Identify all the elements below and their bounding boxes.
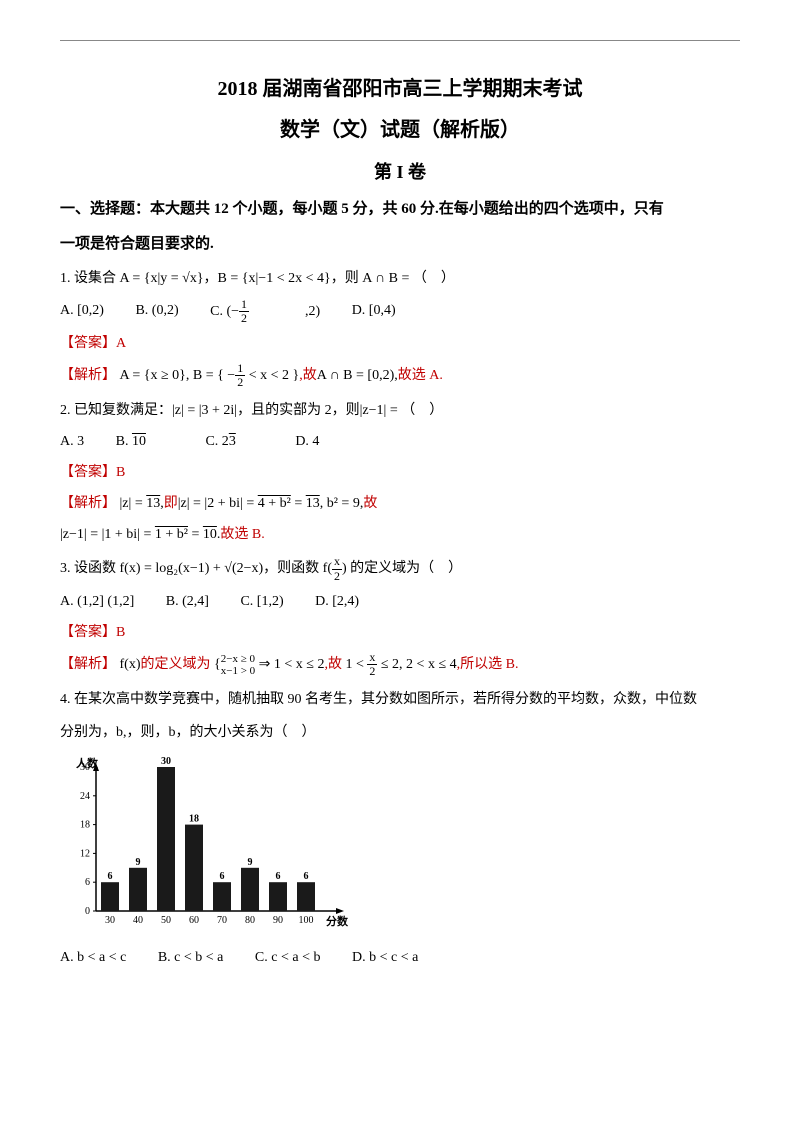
q2-opt-b: B. 10 [116, 429, 174, 454]
q3-a3: 1 < x2 ≤ 2, 2 < x ≤ 4 [345, 657, 456, 672]
q3-r2: ,故 [324, 657, 342, 672]
q2-r3: 故选 B. [220, 527, 264, 542]
section-header: 第 I 卷 [60, 156, 740, 188]
q3-opt-b: B. (2,4] [166, 589, 209, 614]
q3-stem-pre: 3. 设函数 f(x) = log₂(x−1) + √(2−x)，则函数 f( [60, 561, 332, 576]
svg-text:6: 6 [85, 877, 90, 888]
q1-analysis-text-1: A = {x ≥ 0}, B = { −12 < x < 2 } [120, 368, 300, 383]
analysis-label: 【解析】 [60, 657, 116, 672]
svg-text:80: 80 [245, 915, 255, 926]
title-line-1: 2018 届湖南省邵阳市高三上学期期末考试 [60, 71, 740, 107]
svg-text:分数: 分数 [326, 914, 349, 928]
q4-opt-a: A. b < a < c [60, 945, 126, 970]
q2-a3: |z−1| = |1 + bi| = 1 + b² = 10. [60, 527, 220, 542]
q3-stem: 3. 设函数 f(x) = log₂(x−1) + √(2−x)，则函数 f(x… [60, 555, 740, 582]
q2-r2: 故 [363, 496, 377, 511]
q1-opt-d: D. [0,4) [352, 298, 396, 323]
q4-stem-l1: 4. 在某次高中数学竞赛中，随机抽取 90 名考生，其分数如图所示，若所得分数的… [60, 687, 740, 712]
q1-opt-c: C. (−12,2) [210, 298, 320, 325]
q4-opt-b: B. c < b < a [158, 945, 224, 970]
q2-opt-d: D. 4 [295, 429, 319, 454]
q1-stem: 1. 设集合 A = {x|y = √x}，B = {x|−1 < 2x < 4… [60, 266, 740, 291]
q3-opt-c: C. [1,2) [240, 589, 283, 614]
svg-text:6: 6 [304, 871, 309, 882]
q3-r3: ,所以选 B. [457, 657, 519, 672]
analysis-label: 【解析】 [60, 368, 116, 383]
header-rule [60, 40, 740, 41]
q2-stem: 2. 已知复数满足：|z| = |3 + 2i|，且的实部为 2，则|z−1| … [60, 398, 740, 423]
q2-options: A. 3 B. 10 C. 23 D. 4 [60, 429, 740, 454]
instruction-line-2: 一项是符合题目要求的. [60, 231, 740, 258]
title-line-2: 数学（文）试题（解析版） [60, 112, 740, 148]
q4-options: A. b < a < c B. c < b < a C. c < a < b D… [60, 945, 740, 970]
q1-answer: 【答案】A [60, 331, 740, 356]
q1-analysis-text-2: A ∩ B = [0,2), [317, 368, 398, 383]
svg-text:0: 0 [85, 906, 90, 917]
q2-answer: 【答案】B [60, 460, 740, 485]
svg-text:50: 50 [161, 915, 171, 926]
q1-red-1: ,故 [299, 368, 317, 383]
q1-opt-a: A. [0,2) [60, 298, 104, 323]
q3-answer: 【答案】B [60, 620, 740, 645]
q3-a2: ⇒ 1 < x ≤ 2 [259, 657, 325, 672]
svg-text:9: 9 [248, 857, 253, 868]
svg-text:9: 9 [136, 857, 141, 868]
q3-opt-a: A. (1,2] (1,2] [60, 589, 134, 614]
svg-text:18: 18 [80, 820, 90, 831]
svg-text:30: 30 [105, 915, 115, 926]
svg-text:18: 18 [189, 814, 199, 825]
svg-text:40: 40 [133, 915, 143, 926]
q3-r1: 的定义域为 [141, 657, 211, 672]
q3-stem-post: ) 的定义域为（ ） [342, 561, 462, 576]
q2-a1: |z| = 13, [120, 496, 164, 511]
q3-opt-d: D. [2,4) [315, 589, 359, 614]
q1-opt-b: B. (0,2) [135, 298, 178, 323]
analysis-label: 【解析】 [60, 496, 116, 511]
q2-analysis-l2: |z−1| = |1 + bi| = 1 + b² = 10.故选 B. [60, 522, 740, 547]
q3-analysis: 【解析】 f(x)的定义域为 {2−x ≥ 0x−1 > 0 ⇒ 1 < x ≤… [60, 651, 740, 678]
svg-text:60: 60 [189, 915, 199, 926]
svg-text:人数: 人数 [76, 756, 99, 770]
q2-opt-c: C. 23 [205, 429, 263, 454]
q4-stem-l2: 分别为，b,，则，b，的大小关系为（ ） [60, 720, 740, 745]
q1-analysis: 【解析】 A = {x ≥ 0}, B = { −12 < x < 2 },故A… [60, 362, 740, 389]
bar-chart-svg: 0612182430人数分数63094030501860670980690610… [60, 755, 360, 935]
svg-text:6: 6 [220, 871, 225, 882]
q3-brace: {2−x ≥ 0x−1 > 0 [214, 652, 255, 677]
q3-a1: f(x) [120, 657, 141, 672]
svg-text:30: 30 [161, 756, 171, 767]
svg-text:90: 90 [273, 915, 283, 926]
instruction-line-1: 一、选择题：本大题共 12 个小题，每小题 5 分，共 60 分.在每小题给出的… [60, 196, 740, 223]
q3-options: A. (1,2] (1,2] B. (2,4] C. [1,2) D. [2,4… [60, 589, 740, 614]
q4-opt-c: C. c < a < b [255, 945, 321, 970]
svg-text:6: 6 [276, 871, 281, 882]
q1-options: A. [0,2) B. (0,2) C. (−12,2) D. [0,4) [60, 298, 740, 325]
svg-text:12: 12 [80, 848, 90, 859]
q4-opt-d: D. b < c < a [352, 945, 418, 970]
q4-chart: 0612182430人数分数63094030501860670980690610… [60, 755, 360, 935]
svg-text:6: 6 [108, 871, 113, 882]
q2-opt-a: A. 3 [60, 429, 84, 454]
svg-text:100: 100 [299, 915, 314, 926]
q2-analysis-l1: 【解析】 |z| = 13,即|z| = |2 + bi| = 4 + b² =… [60, 491, 740, 516]
svg-text:70: 70 [217, 915, 227, 926]
svg-text:24: 24 [80, 791, 90, 802]
q2-r1: 即 [164, 496, 178, 511]
q1-red-2: 故选 A. [398, 368, 443, 383]
q2-a2: |z| = |2 + bi| = 4 + b² = 13, b² = 9, [178, 496, 364, 511]
